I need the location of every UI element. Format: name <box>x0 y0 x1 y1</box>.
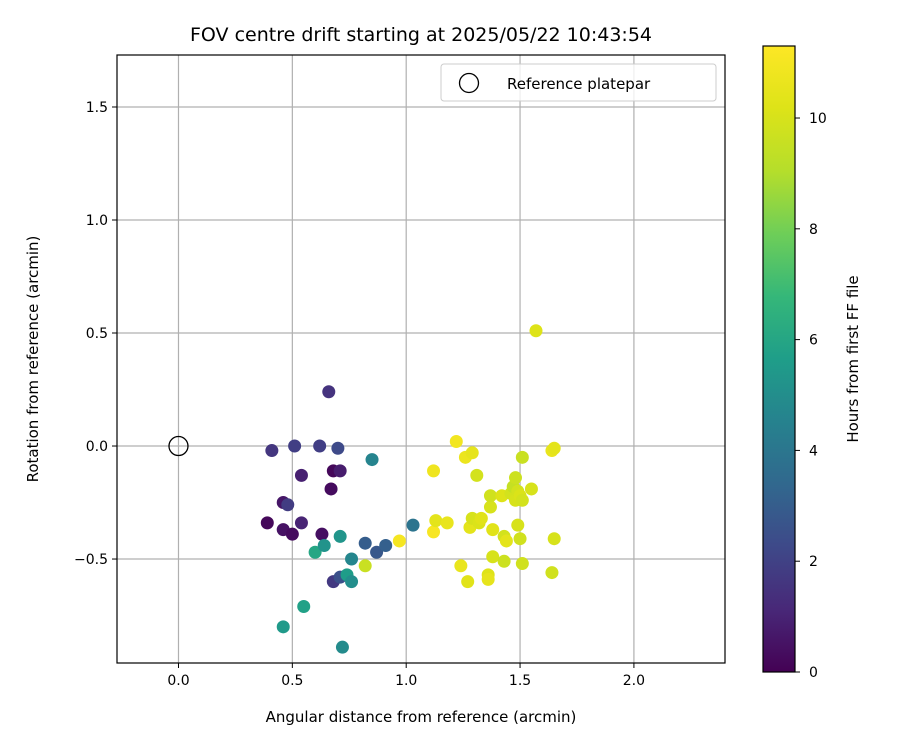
colorbar-tick-label: 6 <box>809 333 818 349</box>
colorbar-ticks: 0 2 4 6 8 10 <box>795 111 827 681</box>
x-tick-label: 0.0 <box>167 673 189 689</box>
data-point <box>513 532 527 546</box>
y-tick-label: 0.0 <box>86 439 108 455</box>
data-point <box>524 482 538 496</box>
data-point <box>483 489 497 503</box>
data-point <box>547 532 561 546</box>
data-point <box>427 525 441 539</box>
data-point <box>379 538 393 552</box>
y-axis-ticks: −0.5 0.0 0.5 1.0 1.5 <box>74 100 117 568</box>
data-point <box>454 559 468 573</box>
data-point <box>315 527 329 541</box>
data-point <box>333 464 347 478</box>
data-point <box>294 468 308 482</box>
data-point <box>529 324 543 338</box>
y-tick-label: −0.5 <box>74 552 108 568</box>
data-point <box>294 516 308 530</box>
data-point <box>308 545 322 559</box>
data-point <box>470 468 484 482</box>
data-point <box>324 482 338 496</box>
data-point <box>331 441 345 455</box>
data-point <box>515 557 529 571</box>
data-point <box>370 545 384 559</box>
colorbar-tick-label: 0 <box>809 665 818 681</box>
data-point <box>547 441 561 455</box>
data-point <box>281 498 295 512</box>
colorbar-gradient <box>762 45 796 673</box>
data-point <box>406 518 420 532</box>
colorbar-label: Hours from first FF file <box>844 275 862 442</box>
data-point <box>474 511 488 525</box>
legend: Reference platepar <box>440 63 717 102</box>
data-point <box>465 446 479 460</box>
x-axis-ticks: 0.0 0.5 1.0 1.5 2.0 <box>167 663 645 689</box>
data-point <box>276 620 290 634</box>
y-tick-label: 0.5 <box>86 326 108 342</box>
data-point <box>429 514 443 528</box>
x-axis-label: Angular distance from reference (arcmin) <box>266 708 577 726</box>
data-point <box>317 538 331 552</box>
y-tick-label: 1.0 <box>86 213 108 229</box>
data-point <box>392 534 406 548</box>
data-point <box>358 536 372 550</box>
x-tick-label: 1.0 <box>395 673 417 689</box>
data-point <box>260 516 274 530</box>
legend-marker-icon <box>458 72 480 94</box>
y-tick-label: 1.5 <box>86 100 108 116</box>
plot-background <box>117 55 725 663</box>
x-tick-label: 1.5 <box>509 673 531 689</box>
data-point <box>365 453 379 467</box>
data-point <box>333 529 347 543</box>
legend-label-reference: Reference platepar <box>507 75 651 93</box>
data-point <box>497 554 511 568</box>
data-point <box>285 527 299 541</box>
data-point <box>486 523 500 537</box>
data-point <box>449 434 463 448</box>
data-point <box>313 439 327 453</box>
data-point <box>265 444 279 458</box>
data-point <box>345 552 359 566</box>
colorbar: 0 2 4 6 8 10 Hours from first FF file <box>762 45 862 681</box>
colorbar-tick-label: 10 <box>809 111 827 127</box>
data-point <box>322 385 336 399</box>
plot-area: 0.0 0.5 1.0 1.5 2.0 −0.5 0.0 0.5 1.0 1.5 Referen… <box>74 54 726 689</box>
data-point <box>483 500 497 514</box>
data-point <box>288 439 302 453</box>
data-point <box>427 464 441 478</box>
data-point <box>545 566 559 580</box>
data-point <box>515 450 529 464</box>
data-points <box>260 324 561 654</box>
x-tick-label: 0.5 <box>281 673 303 689</box>
colorbar-tick-label: 2 <box>809 554 818 570</box>
data-point <box>461 575 475 589</box>
x-tick-label: 2.0 <box>623 673 645 689</box>
data-point <box>481 572 495 586</box>
data-point <box>509 471 523 485</box>
y-axis-label: Rotation from reference (arcmin) <box>24 236 42 483</box>
chart-title: FOV centre drift starting at 2025/05/22 … <box>190 24 652 46</box>
data-point <box>515 493 529 507</box>
data-point <box>486 550 500 564</box>
data-point <box>440 516 454 530</box>
colorbar-tick-label: 8 <box>809 222 818 238</box>
legend-box <box>440 63 717 102</box>
data-point <box>335 640 349 654</box>
colorbar-tick-label: 4 <box>809 443 818 459</box>
plot-frame <box>116 54 726 664</box>
data-point <box>297 599 311 613</box>
data-point <box>499 534 513 548</box>
data-point <box>358 559 372 573</box>
data-point <box>345 575 359 589</box>
reference-layer <box>168 435 189 457</box>
grid-lines <box>117 55 725 663</box>
data-point <box>511 518 525 532</box>
reference-point <box>168 435 189 457</box>
